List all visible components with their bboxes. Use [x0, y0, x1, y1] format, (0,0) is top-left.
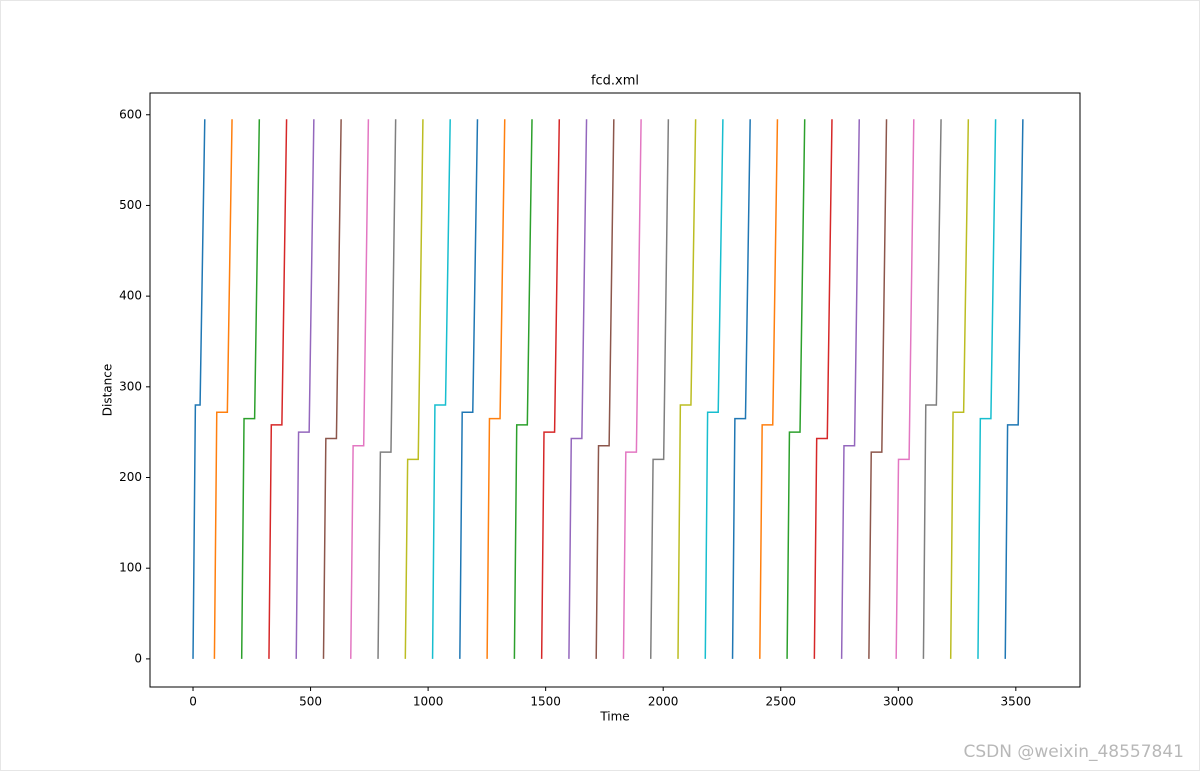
series-line — [568, 119, 588, 659]
series-line — [649, 119, 670, 659]
series-line — [268, 119, 288, 659]
series-line — [350, 119, 370, 659]
plot-frame — [149, 92, 1081, 688]
x-tick-label: 3500 — [1001, 695, 1032, 709]
series-line — [540, 119, 561, 659]
series-line — [595, 119, 615, 659]
series-line — [404, 119, 424, 659]
series-line — [677, 119, 697, 659]
x-tick-label: 2500 — [765, 695, 796, 709]
chart-title: fcd.xml — [591, 74, 639, 89]
series-line — [977, 119, 997, 659]
y-tick-label: 600 — [119, 107, 142, 121]
y-axis-label: Distance — [101, 364, 115, 416]
y-tick-label: 100 — [119, 561, 142, 575]
x-axis-label: Time — [599, 710, 629, 724]
series-line — [786, 119, 806, 659]
series-line — [377, 119, 397, 659]
series-line — [895, 119, 915, 659]
y-tick-label: 500 — [119, 198, 142, 212]
series-line — [1004, 119, 1024, 659]
series-line — [431, 119, 451, 659]
series-line — [192, 119, 206, 659]
series-line — [513, 119, 533, 659]
series-line — [731, 119, 751, 659]
y-tick-label: 400 — [119, 289, 142, 303]
y-tick-label: 300 — [119, 379, 142, 393]
series-line — [759, 119, 779, 659]
series-line — [868, 119, 888, 659]
y-tick-label: 0 — [134, 651, 142, 665]
watermark: CSDN @weixin_48557841 — [963, 742, 1184, 762]
series-line — [704, 119, 724, 659]
series-line — [240, 119, 261, 659]
series-line — [459, 119, 479, 659]
series-line — [840, 119, 861, 659]
x-tick-label: 2000 — [648, 695, 679, 709]
series-line — [322, 119, 342, 659]
x-tick-label: 1000 — [413, 695, 444, 709]
series-line — [949, 119, 970, 659]
series-line — [622, 119, 642, 659]
series-line — [813, 119, 833, 659]
series-line — [922, 119, 942, 659]
x-tick-label: 1500 — [530, 695, 561, 709]
series-line — [295, 119, 315, 659]
series-line — [213, 119, 233, 659]
x-tick-label: 0 — [189, 695, 197, 709]
y-tick-label: 200 — [119, 470, 142, 484]
x-tick-label: 3000 — [883, 695, 914, 709]
series-line — [486, 119, 506, 659]
x-tick-label: 500 — [299, 695, 322, 709]
